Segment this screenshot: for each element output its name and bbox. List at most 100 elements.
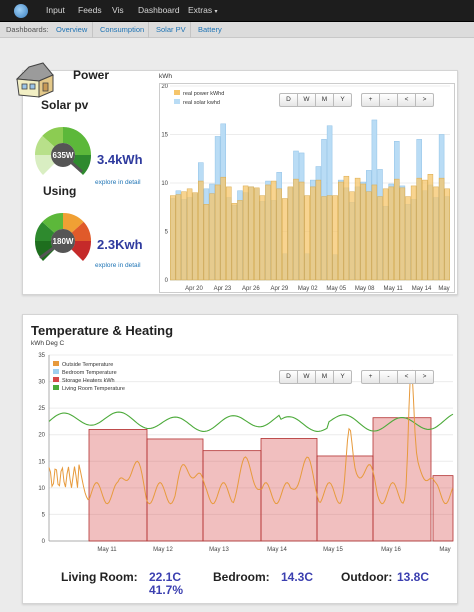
power-bar: [214, 184, 221, 281]
x-tick-label: May 05: [326, 286, 346, 292]
living-room-temp: 22.1C: [149, 570, 182, 584]
temp-nav-buttons: + - < >: [361, 370, 434, 384]
power-bar: [231, 203, 238, 281]
nav-vis[interactable]: Vis: [112, 5, 124, 15]
x-tick-label: May 14: [267, 547, 287, 553]
temp-next-button[interactable]: >: [415, 370, 434, 384]
nav-extras-label: Extras: [188, 5, 213, 15]
x-tick-label: Apr 26: [242, 286, 260, 292]
power-panel: Power Solar pv 635W 3.4kWh explore in de…: [15, 62, 458, 295]
nav-input[interactable]: Input: [46, 5, 65, 15]
heater-bar: [88, 429, 148, 542]
nav-extras[interactable]: Extras ▾: [188, 5, 217, 15]
dashboard-link-solar-pv[interactable]: Solar PV: [156, 25, 186, 34]
power-nav-buttons: + - < >: [361, 93, 434, 107]
living-room-temp-line: [48, 411, 454, 432]
living-room-humidity: 41.7%: [149, 583, 184, 597]
power-zoom-in-button[interactable]: +: [361, 93, 380, 107]
x-tick-label: Apr 20: [185, 286, 203, 292]
nav-dashboard[interactable]: Dashboard: [138, 5, 180, 15]
temp-zoom-in-button[interactable]: +: [361, 370, 380, 384]
power-prev-button[interactable]: <: [397, 93, 416, 107]
power-chart[interactable]: 0 5 10 15 20 Apr 20 Apr 23 Apr 26 Apr 29 May 02 Ma…: [159, 83, 455, 293]
using-explore-link[interactable]: explore in detail: [95, 262, 141, 269]
power-week-button[interactable]: W: [297, 93, 316, 107]
power-bar: [220, 176, 226, 281]
y-tick-label: 0: [165, 278, 169, 284]
power-bar: [298, 181, 305, 281]
power-bar: [192, 192, 198, 281]
temperature-units: kWh Deg C: [31, 340, 65, 347]
temperature-chart[interactable]: 0 5 10 15 20 25 30 35 May 11 May 12 May 13 May 14 Ma…: [29, 351, 455, 561]
y-tick-label: 20: [38, 433, 45, 439]
y-tick-label: 25: [38, 406, 45, 412]
dashboard-link-consumption[interactable]: Consumption: [100, 25, 145, 34]
legend-swatch-power: [174, 90, 180, 95]
power-bar: [265, 184, 271, 281]
bedroom-temp: 14.3C: [281, 570, 314, 584]
power-next-button[interactable]: >: [415, 93, 434, 107]
x-tick-label: Apr 29: [270, 286, 288, 292]
temp-month-button[interactable]: M: [315, 370, 334, 384]
solar-gauge: 635W: [34, 126, 92, 175]
power-day-button[interactable]: D: [279, 93, 298, 107]
x-tick-label: Apr 23: [214, 286, 232, 292]
power-bar: [175, 194, 182, 281]
power-title: Power: [73, 68, 110, 82]
power-bar: [304, 195, 310, 281]
temp-day-button[interactable]: D: [279, 370, 298, 384]
power-year-button[interactable]: Y: [333, 93, 352, 107]
power-bar: [315, 179, 322, 281]
power-bar: [343, 175, 350, 281]
y-tick-label: 15: [38, 459, 45, 465]
y-tick-label: 10: [38, 486, 45, 492]
power-month-button[interactable]: M: [315, 93, 334, 107]
divider: [92, 22, 93, 38]
legend-swatch: [53, 377, 59, 382]
power-bar: [366, 191, 372, 281]
using-energy-value: 2.3Kwh: [97, 237, 143, 252]
bedroom-label: Bedroom:: [213, 570, 270, 584]
power-bar: [209, 193, 215, 281]
solar-explore-link[interactable]: explore in detail: [95, 179, 141, 186]
power-bar: [399, 187, 406, 281]
living-room-label: Living Room:: [61, 570, 138, 584]
temp-prev-button[interactable]: <: [397, 370, 416, 384]
power-bar: [338, 181, 344, 281]
power-bar: [259, 195, 266, 281]
power-zoom-out-button[interactable]: -: [379, 93, 398, 107]
legend-swatch-solar: [174, 99, 180, 104]
legend-label-power: real power kWhd: [183, 91, 224, 97]
power-bar: [427, 174, 434, 281]
y-tick-label: 15: [161, 133, 168, 139]
x-tick-label: May: [439, 547, 450, 553]
power-bar: [242, 185, 249, 281]
temp-week-button[interactable]: W: [297, 370, 316, 384]
solar-energy-value: 3.4kWh: [97, 152, 143, 167]
house-icon: [15, 62, 54, 98]
legend-label: Living Room Temperature: [62, 386, 125, 392]
power-bar: [226, 186, 232, 281]
power-bar: [371, 184, 378, 281]
y-tick-label: 30: [38, 380, 45, 386]
power-bar: [198, 180, 204, 281]
power-bar: [287, 186, 294, 281]
power-bar: [203, 204, 210, 281]
dashboard-link-battery[interactable]: Battery: [198, 25, 222, 34]
legend-swatch: [53, 385, 59, 390]
emoncms-logo-icon[interactable]: [14, 4, 28, 18]
x-tick-label: May 11: [97, 547, 117, 553]
heater-bar: [372, 417, 432, 542]
power-bar: [276, 188, 282, 281]
temp-year-button[interactable]: Y: [333, 370, 352, 384]
power-bar-chart: 0 5 10 15 20 Apr 20 Apr 23 Apr 26 Apr 29 May 02 Ma…: [161, 84, 450, 292]
power-bar: [438, 177, 445, 281]
x-tick-label: May 16: [381, 547, 401, 553]
power-bar: [310, 186, 316, 281]
power-bar: [237, 200, 243, 281]
power-bar: [282, 198, 288, 281]
temp-zoom-out-button[interactable]: -: [379, 370, 398, 384]
temperature-panel: Temperature & Heating kWh Deg C 0 5 10 15 20…: [22, 314, 458, 604]
nav-feeds[interactable]: Feeds: [78, 5, 102, 15]
dashboard-link-overview[interactable]: Overview: [56, 25, 88, 34]
